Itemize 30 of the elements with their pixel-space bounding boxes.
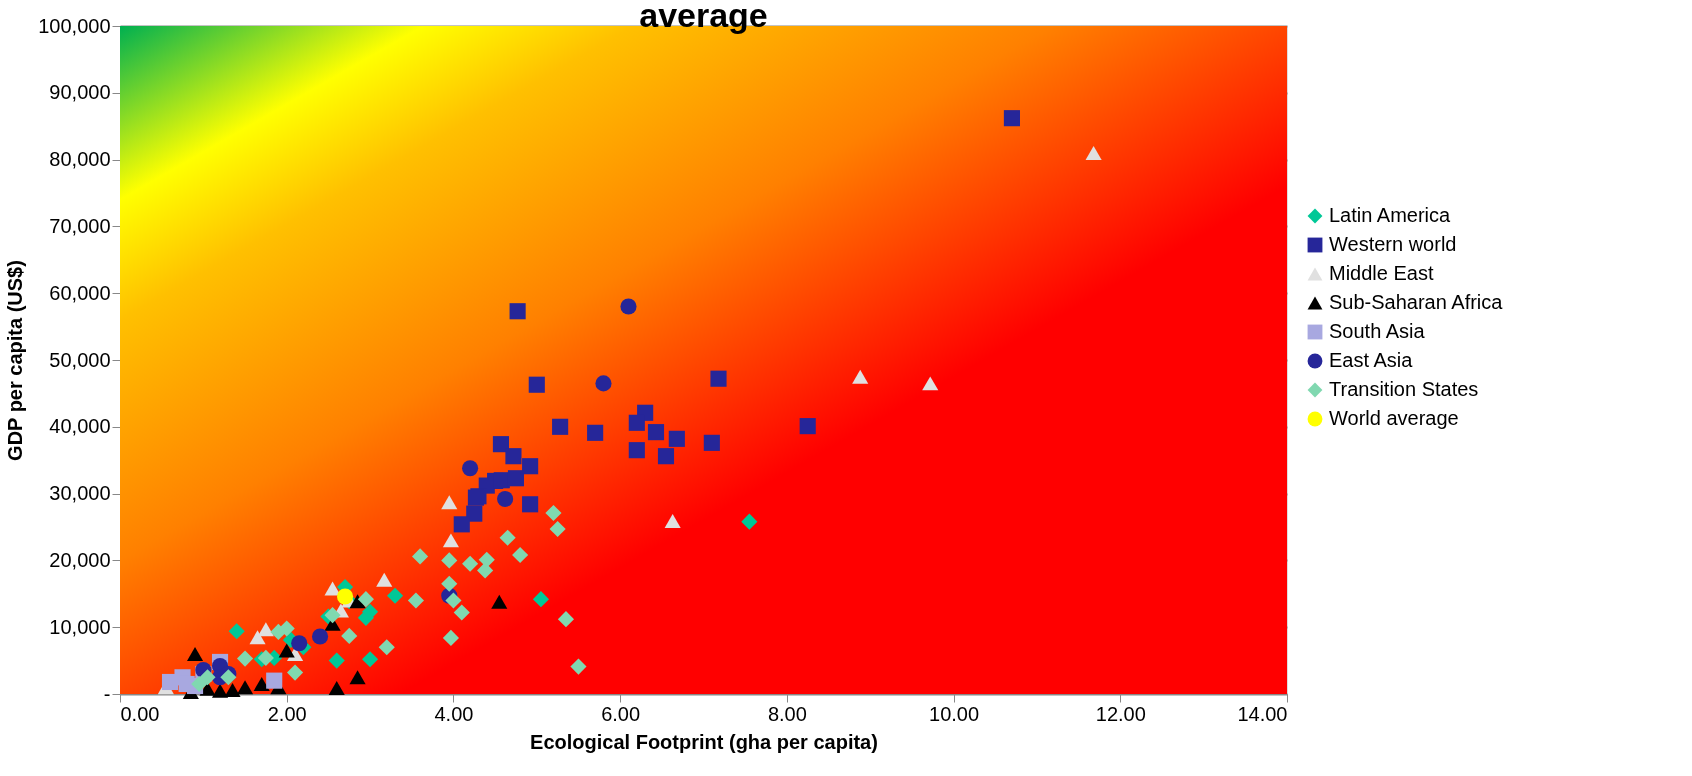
y-tick-label: 80,000 (49, 148, 111, 171)
legend-label: Sub-Saharan Africa (1329, 291, 1504, 313)
x-tick-label: 14.00 (1237, 702, 1288, 725)
x-tick-label: 0.00 (120, 702, 160, 725)
y-tick-label: - (103, 682, 111, 705)
x-tick-label: 6.00 (601, 702, 641, 725)
y-tick-label: 100,000 (38, 14, 111, 37)
x-tick-label: 4.00 (434, 702, 474, 725)
legend-label: Western world (1329, 233, 1457, 255)
x-tick-label: 8.00 (767, 702, 807, 725)
legend-label: Latin America (1329, 204, 1452, 226)
y-tick-label: 60,000 (49, 281, 111, 304)
x-axis-title: Ecological Footprint (gha per capita) (530, 730, 878, 753)
legend-label: Transition States (1329, 378, 1479, 400)
y-tick-label: 50,000 (49, 348, 111, 371)
y-tick-label: 90,000 (49, 81, 111, 104)
y-tick-label: 30,000 (49, 482, 111, 505)
x-tick-label: 10.00 (929, 702, 980, 725)
legend-label: East Asia (1329, 349, 1414, 371)
y-tick-label: 40,000 (49, 415, 111, 438)
y-tick-label: 20,000 (49, 548, 111, 571)
legend-label: Middle East (1329, 262, 1434, 284)
legend-label: South Asia (1329, 320, 1426, 342)
x-tick-label: 12.00 (1095, 702, 1146, 725)
legend-label: World average (1329, 407, 1459, 429)
x-tick-label: 2.00 (267, 702, 307, 725)
y-tick-label: 70,000 (49, 214, 111, 237)
chart-title: average (639, 0, 768, 34)
y-axis-title: GDP per capita (US$) (4, 260, 27, 461)
y-tick-label: 10,000 (49, 615, 111, 638)
